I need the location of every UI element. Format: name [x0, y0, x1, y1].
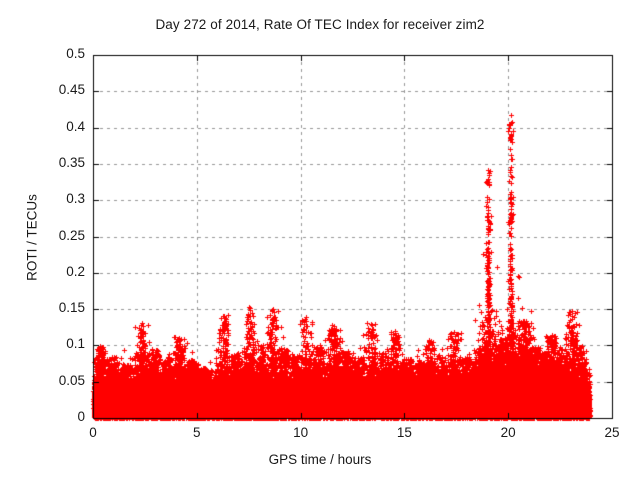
x-tick-label: 20	[500, 425, 516, 440]
x-tick-label: 5	[193, 425, 201, 440]
x-axis-title: GPS time / hours	[268, 452, 372, 467]
x-tick-label: 10	[293, 425, 309, 440]
y-tick-label: 0.3	[66, 191, 85, 207]
x-tick-label: 15	[396, 425, 412, 440]
y-tick-label: 0.5	[66, 46, 85, 61]
x-tick-label: 25	[604, 425, 620, 440]
y-tick-label: 0.35	[58, 154, 85, 170]
y-tick-label: 0.15	[58, 300, 85, 316]
y-tick-label: 0.4	[66, 118, 85, 134]
y-tick-label: 0.05	[58, 372, 85, 388]
y-axis-title: ROTI / TECUs	[24, 194, 40, 281]
x-tick-label: 0	[89, 425, 97, 440]
y-tick-label: 0.2	[66, 263, 85, 279]
y-tick-label: 0	[77, 409, 85, 424]
y-tick-label: 0.25	[58, 227, 85, 243]
y-tick-label: 0.45	[58, 82, 85, 98]
y-tick-label: 0.1	[66, 336, 85, 352]
